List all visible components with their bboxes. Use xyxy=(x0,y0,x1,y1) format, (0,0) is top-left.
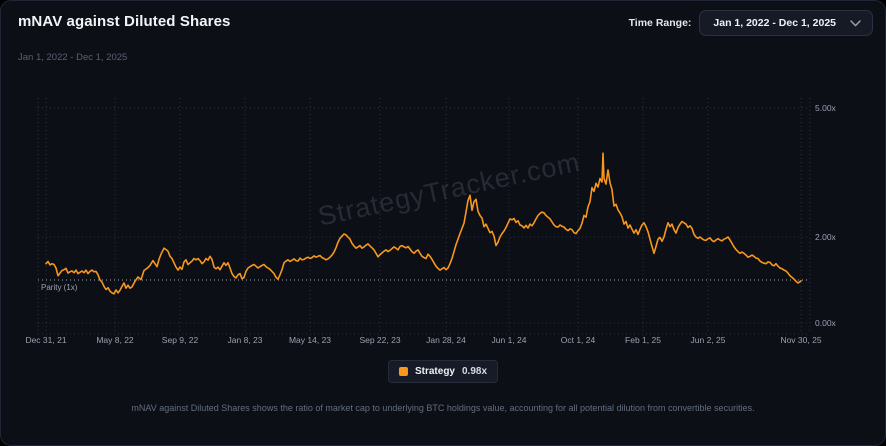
date-range-subtitle: Jan 1, 2022 - Dec 1, 2025 xyxy=(18,52,128,63)
x-tick-label: Nov 30, 25 xyxy=(780,335,821,345)
y-tick-label: 2.00x xyxy=(815,232,837,242)
x-tick-label: Jan 28, 24 xyxy=(426,335,466,345)
chart-legend[interactable]: Strategy 0.98x xyxy=(387,360,499,383)
page-title: mNAV against Diluted Shares xyxy=(18,13,231,30)
parity-label: Parity (1x) xyxy=(41,283,78,292)
x-tick-label: Jun 1, 24 xyxy=(492,335,527,345)
chevron-down-icon xyxy=(850,19,861,26)
strategy-mnav-line xyxy=(45,152,802,295)
x-tick-label: Jan 8, 23 xyxy=(228,335,263,345)
legend-series-label: Strategy xyxy=(414,366,455,377)
y-tick-label: 0.00x xyxy=(815,318,837,328)
time-range-dropdown[interactable]: Jan 1, 2022 - Dec 1, 2025 xyxy=(699,10,873,36)
watermark-text: StrategyTracker.com xyxy=(315,147,582,232)
legend-series-value: 0.98x xyxy=(461,366,488,377)
x-tick-label: Dec 31, 21 xyxy=(25,335,66,345)
x-tick-label: Jun 2, 25 xyxy=(691,335,726,345)
x-tick-label: Sep 22, 23 xyxy=(359,335,400,345)
x-tick-label: Feb 1, 25 xyxy=(625,335,661,345)
chart-header: mNAV against Diluted Shares Jan 1, 2022 … xyxy=(1,1,885,71)
x-tick-label: Oct 1, 24 xyxy=(561,335,596,345)
x-tick-label: May 14, 23 xyxy=(289,335,331,345)
time-range-value: Jan 1, 2022 - Dec 1, 2025 xyxy=(713,17,836,29)
x-tick-label: May 8, 22 xyxy=(96,335,134,345)
time-range-control: Time Range: Jan 1, 2022 - Dec 1, 2025 xyxy=(629,10,873,36)
strategy-series-swatch xyxy=(398,367,408,376)
y-tick-label: 5.00x xyxy=(815,103,837,113)
x-tick-label: Sep 9, 22 xyxy=(162,335,199,345)
chart-description: mNAV against Diluted Shares shows the ra… xyxy=(131,403,755,413)
time-range-label: Time Range: xyxy=(628,17,692,29)
